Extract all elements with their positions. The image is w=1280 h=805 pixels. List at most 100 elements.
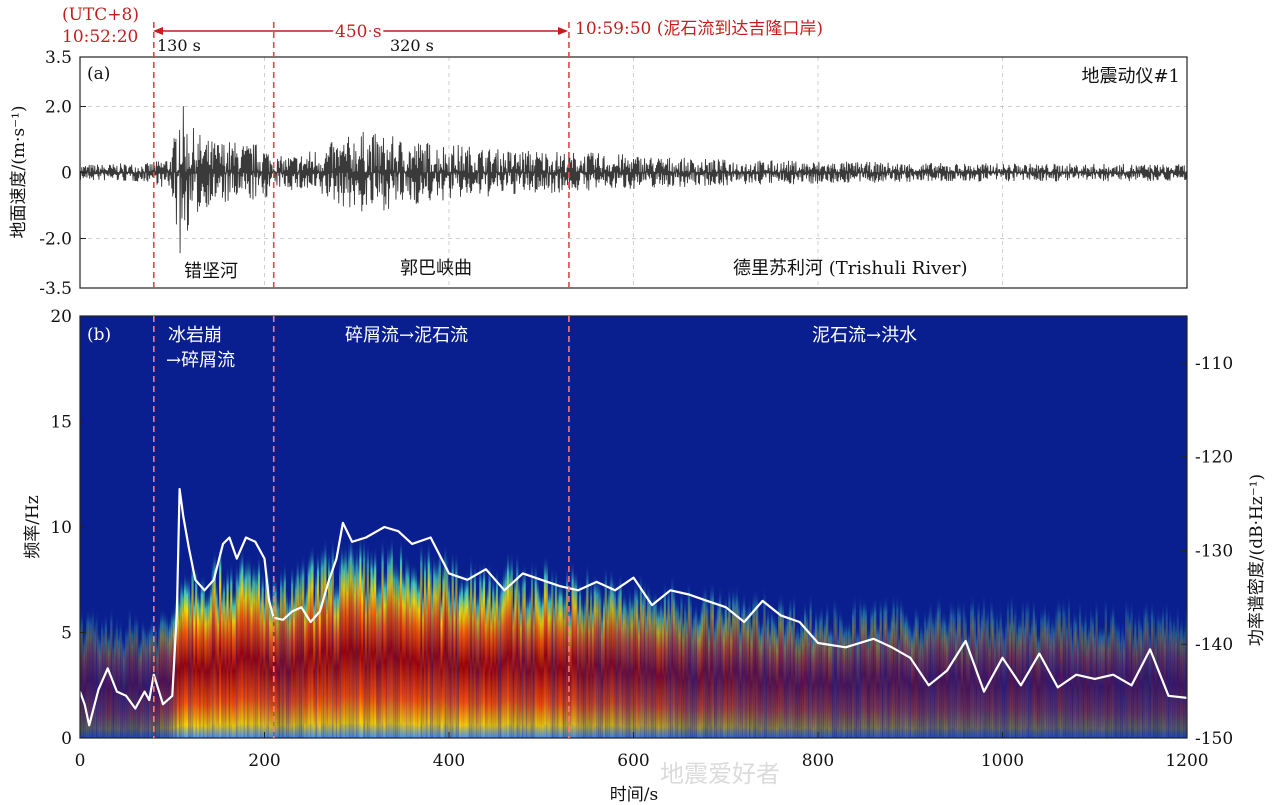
spectrogram-column [995, 607, 999, 738]
spectrogram-column [1019, 615, 1023, 738]
spectrogram-column [997, 619, 1000, 738]
spectrogram-column [759, 622, 762, 738]
spectrogram-column [625, 593, 628, 738]
spectrogram-column [922, 627, 925, 738]
spectrogram-column [728, 585, 731, 738]
spectrogram-column [326, 581, 329, 738]
spectrogram-column [540, 592, 543, 738]
spectrogram-column [1056, 597, 1059, 738]
spectrogram-column [101, 616, 104, 738]
spectrogram-column [1071, 631, 1074, 738]
spectrogram-column [444, 542, 447, 738]
spectrogram-column [453, 584, 456, 738]
spectrogram-column [281, 574, 285, 738]
xtick-label: 200 [248, 751, 280, 771]
spectrogram-column [827, 624, 831, 738]
spectrogram-column [248, 555, 251, 738]
spectrogram-column [433, 554, 436, 738]
spectrogram-column [709, 581, 713, 738]
spectrogram-column [91, 604, 95, 738]
spectrogram-column [1077, 629, 1080, 738]
spectrogram-column [342, 548, 345, 738]
spectrogram-column [163, 609, 166, 738]
spectrogram-column [612, 575, 615, 738]
spectrogram-column [1128, 610, 1131, 738]
spectrogram-column [1163, 621, 1166, 738]
spectrogram-column [521, 567, 524, 738]
spectrogram-column [955, 621, 958, 738]
spectrogram-column [1154, 626, 1157, 738]
spectrogram-column [241, 547, 244, 738]
ytick-a-label: 2.0 [45, 98, 72, 118]
spectrogram-column [473, 562, 476, 738]
region-label-2: 郭巴峡曲 [400, 258, 472, 279]
spectrogram-column [896, 592, 899, 738]
ytick-a-label: 3.5 [45, 48, 72, 68]
xtick-label: 800 [802, 751, 834, 771]
spectrogram-column [353, 555, 357, 738]
spectrogram-column [440, 591, 443, 738]
spectrogram-column [815, 607, 818, 738]
spectrogram-column [313, 591, 316, 738]
spectrogram-column [88, 607, 91, 738]
spectrogram-column [95, 609, 98, 738]
spectrogram-column [641, 587, 644, 738]
spectrogram-column [110, 606, 113, 738]
spectrogram-column [1104, 595, 1107, 738]
spectrogram-column [861, 601, 864, 738]
spectrogram-column [1054, 604, 1058, 738]
spectrogram-column [571, 559, 574, 738]
spectrogram-column [907, 615, 910, 738]
spectrogram-column [866, 626, 869, 738]
spectrogram-column [717, 594, 720, 738]
spectrogram-column [505, 560, 508, 738]
spectrogram-column [1018, 613, 1021, 738]
spectrogram-column [1058, 597, 1061, 738]
spectrogram-column [381, 538, 384, 738]
spectrogram-column [390, 535, 393, 738]
spectrogram-column [285, 587, 288, 738]
spectrogram-column [719, 585, 722, 738]
spectrogram-column [929, 598, 932, 738]
spectrogram-column [1073, 608, 1076, 738]
spectrogram-column [554, 567, 558, 738]
spectrogram-column [1137, 608, 1141, 738]
spectrogram-column [484, 593, 487, 738]
spectrogram-column [324, 537, 327, 738]
spectrogram-column [783, 623, 786, 738]
panel-b-label: (b) [87, 325, 111, 345]
spectrogram-column [202, 574, 205, 738]
spectrogram-column [204, 592, 207, 738]
spectrogram-column [780, 592, 783, 738]
spectrogram-column [691, 614, 694, 738]
spectrogram-column [877, 621, 880, 738]
spectrogram-column [685, 607, 689, 738]
spectrogram-column [1139, 616, 1142, 738]
spectrogram-column [305, 578, 309, 738]
spectrogram-column [368, 576, 371, 738]
spectrogram-column [370, 547, 373, 738]
spectrogram-column [246, 554, 249, 738]
spectrogram-column [508, 559, 511, 738]
spectrogram-column [464, 573, 467, 738]
spectrogram-column [741, 598, 744, 738]
spectrogram-column [357, 552, 360, 738]
spectrogram-column [582, 600, 585, 738]
spectrogram-column [224, 590, 227, 738]
spectrogram-column [888, 619, 892, 738]
spectrogram-column [405, 553, 408, 738]
spectrogram-column [106, 630, 109, 738]
spectrogram-column [1143, 603, 1146, 738]
spectrogram-column [575, 569, 578, 738]
spectrogram-column [425, 576, 428, 738]
spectrogram-column [409, 574, 412, 738]
spectrogram-column [322, 543, 325, 738]
spectrogram-column [200, 575, 203, 738]
spectrogram-column [964, 609, 967, 738]
phase-label-2: 碎屑流→泥石流 [345, 325, 468, 346]
spectrogram-column [82, 634, 85, 738]
spectrogram-column [232, 588, 235, 738]
spectrogram-column [785, 612, 788, 738]
spectrogram-column [735, 584, 738, 738]
